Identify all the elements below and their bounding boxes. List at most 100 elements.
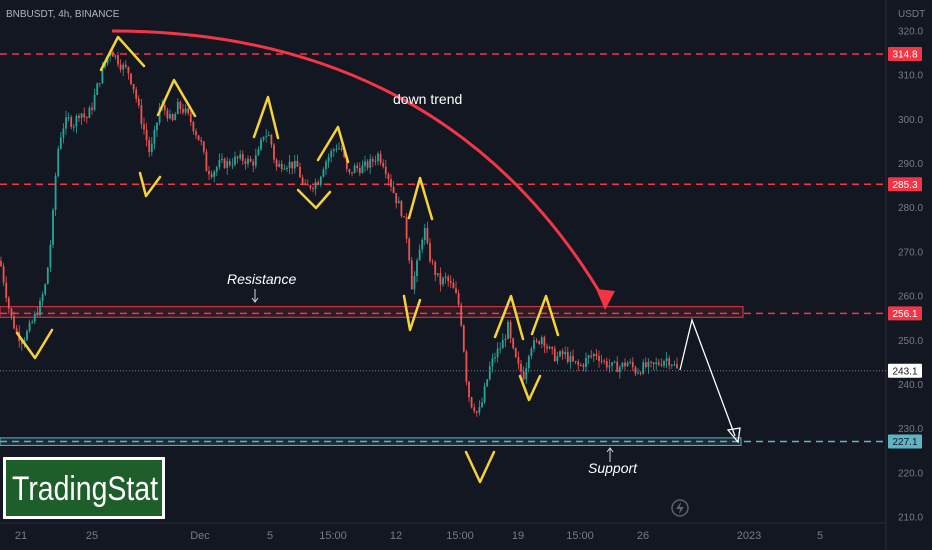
candle-body	[462, 325, 465, 352]
candle-body	[176, 101, 179, 115]
downtrend-arc[interactable]	[111, 29, 608, 304]
candle-body	[169, 114, 171, 119]
candle-body	[634, 367, 637, 374]
candle-body	[535, 340, 538, 342]
candle-body	[335, 148, 338, 150]
tradingstat-logo: TradingStat	[3, 457, 165, 519]
candle-body	[223, 158, 226, 168]
candle-body	[561, 351, 564, 355]
candle-body	[434, 262, 437, 275]
candle-body	[345, 157, 348, 170]
time-axis[interactable]: 21 25 Dec 5 15:00 12 15:00 19 15:00 26 2023 5	[15, 530, 823, 542]
candle-body	[442, 277, 444, 285]
candle-body	[465, 351, 468, 382]
resistance-zone[interactable]	[0, 306, 744, 318]
candle-body	[202, 141, 205, 152]
candle-body	[577, 361, 580, 365]
time-tick: 21	[15, 530, 27, 542]
candle-body	[585, 357, 587, 367]
time-tick: 19	[512, 530, 524, 542]
candle-body	[0, 260, 2, 267]
candle-body	[145, 129, 148, 141]
candle-body	[327, 157, 330, 162]
candle-body	[423, 227, 426, 240]
candle-body	[267, 134, 270, 136]
price-tick: 210.0	[898, 513, 923, 524]
candle-body	[275, 159, 278, 167]
candle-body	[182, 109, 184, 113]
candle-body	[439, 273, 442, 285]
candle-body	[252, 161, 255, 166]
bottom-mark	[464, 450, 496, 484]
lightning-icon[interactable]	[671, 499, 689, 517]
candle-body	[104, 63, 106, 68]
candle-body	[405, 217, 408, 239]
candle-body	[244, 160, 247, 164]
candle-body	[148, 140, 151, 153]
candle-body	[371, 159, 374, 162]
candle-body	[369, 159, 372, 168]
candle-body	[455, 288, 457, 294]
candle-body	[494, 357, 496, 359]
candle-body	[114, 55, 117, 57]
price-badges: 314.8 285.3 256.1 227.1 243.1	[888, 46, 922, 449]
candle-body	[655, 362, 658, 365]
candle-body	[338, 148, 340, 150]
candle-body	[96, 83, 99, 95]
candle-body	[59, 137, 62, 149]
candle-body	[85, 117, 88, 119]
candle-body	[13, 316, 15, 329]
candle-body	[379, 153, 382, 163]
candle-body	[475, 411, 478, 413]
candle-body	[449, 281, 452, 283]
candle-body	[629, 361, 632, 363]
candle-body	[262, 136, 265, 140]
projection-path[interactable]	[679, 317, 736, 437]
candle-body	[579, 364, 582, 366]
candle-body	[520, 363, 522, 372]
candle-body	[348, 169, 351, 173]
candle-body	[46, 267, 49, 285]
time-tick: 25	[86, 530, 98, 542]
candle-body	[548, 346, 551, 349]
candle-body	[501, 340, 504, 349]
candle-body	[631, 361, 634, 368]
candle-body	[668, 358, 671, 366]
candle-body	[650, 361, 652, 363]
candle-body	[179, 101, 182, 110]
support-zone[interactable]	[0, 437, 742, 446]
candle-body	[156, 122, 158, 131]
candle-body	[553, 348, 556, 362]
candle-body	[551, 346, 554, 349]
candle-body	[361, 165, 364, 174]
candle-body	[397, 201, 400, 204]
level-badge-text: 314.8	[892, 49, 917, 60]
price-axis[interactable]: 320.0 310.0 300.0 290.0 280.0 270.0 260.0 250.0…	[898, 27, 923, 524]
candle-body	[356, 165, 359, 168]
candle-body	[158, 107, 161, 123]
resistance-label: Resistance	[227, 271, 296, 287]
candle-body	[665, 358, 668, 362]
current-price-text: 243.1	[892, 366, 917, 377]
time-tick: 15:00	[446, 530, 474, 542]
candle-body	[270, 134, 273, 145]
candle-body	[457, 293, 460, 305]
candle-body	[187, 108, 190, 114]
level-badge	[888, 434, 922, 449]
candle-body	[543, 337, 546, 347]
candle-body	[590, 355, 593, 357]
candle-body	[514, 348, 517, 358]
candle-body	[400, 201, 403, 216]
candle-body	[78, 115, 80, 118]
candle-body	[470, 397, 473, 408]
top-mark	[252, 95, 280, 140]
candle-body	[140, 105, 143, 125]
candle-body	[387, 174, 390, 180]
support-label: Support	[588, 460, 638, 476]
candle-body	[507, 321, 509, 339]
candle-body	[265, 135, 268, 137]
candle-body	[499, 348, 502, 350]
candle-body	[496, 348, 499, 358]
